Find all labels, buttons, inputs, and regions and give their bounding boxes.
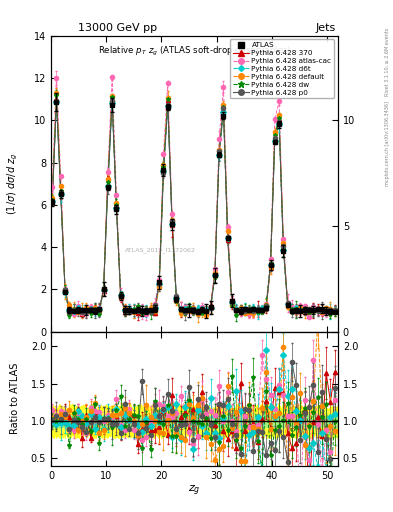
Y-axis label: Ratio to ATLAS: Ratio to ATLAS xyxy=(9,363,20,434)
Text: Relative $p_T$ $z_g$ (ATLAS soft-drop observables): Relative $p_T$ $z_g$ (ATLAS soft-drop ob… xyxy=(98,45,291,58)
Y-axis label: $(1/\sigma)$ $d\sigma/d$ $z_g$: $(1/\sigma)$ $d\sigma/d$ $z_g$ xyxy=(5,153,20,215)
Text: mcplots.cern.ch [arXiv:1306.3436]: mcplots.cern.ch [arXiv:1306.3436] xyxy=(385,101,390,186)
Text: 13000 GeV pp: 13000 GeV pp xyxy=(78,23,158,33)
Legend: ATLAS, Pythia 6.428 370, Pythia 6.428 atlas-cac, Pythia 6.428 d6t, Pythia 6.428 : ATLAS, Pythia 6.428 370, Pythia 6.428 at… xyxy=(230,39,334,98)
Text: Jets: Jets xyxy=(316,23,336,33)
X-axis label: $z_g$: $z_g$ xyxy=(188,483,201,498)
Text: Rivet 3.1.10, ≥ 2.6M events: Rivet 3.1.10, ≥ 2.6M events xyxy=(385,27,390,96)
Text: ATLAS_2019_I1772062: ATLAS_2019_I1772062 xyxy=(125,248,196,253)
